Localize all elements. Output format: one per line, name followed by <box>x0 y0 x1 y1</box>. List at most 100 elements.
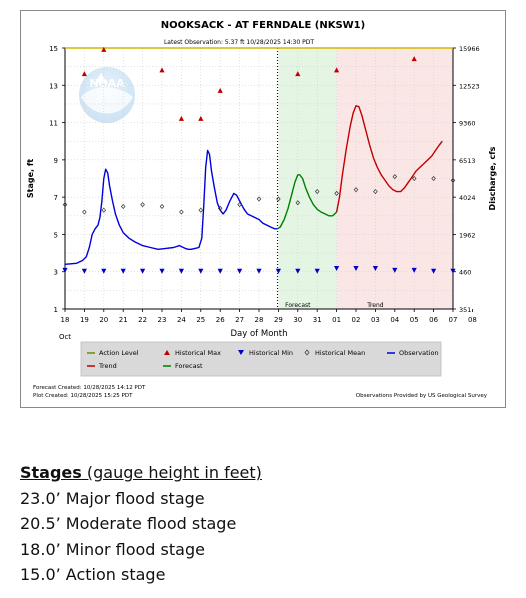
x-tick-label: 02 <box>352 316 361 324</box>
historical-min-marker <box>140 268 146 274</box>
left-axis-title: Stage, ft <box>26 159 35 198</box>
historical-max-marker <box>198 115 204 121</box>
historical-mean-marker <box>159 203 165 209</box>
stage-minor: 18.0’ Minor flood stage <box>20 539 205 559</box>
legend-label: Observation <box>399 349 439 357</box>
x-axis-title: Day of Month <box>230 329 287 339</box>
right-tick-label: 15966 <box>459 45 480 53</box>
historical-min-marker <box>450 268 456 274</box>
x-tick-label: 06 <box>429 316 438 324</box>
left-tick-label: 11 <box>49 120 58 128</box>
x-tick-label: 30 <box>293 316 302 324</box>
historical-mean-marker <box>140 202 145 208</box>
x-tick-label: 26 <box>216 316 225 324</box>
historical-mean-marker <box>314 189 320 195</box>
historical-min-marker <box>159 268 165 274</box>
historical-mean-marker <box>62 202 68 208</box>
historical-mean-marker <box>198 207 204 213</box>
x-tick-label: 24 <box>177 316 186 324</box>
x-tick-label: 04 <box>390 316 399 324</box>
legend-label: Trend <box>98 362 117 370</box>
x-tick-label: 01 <box>332 316 341 324</box>
hydrograph-svg: NOAA 15131197531159661252393606513402419… <box>26 20 497 399</box>
historical-mean-marker <box>120 203 126 209</box>
right-tick-label: 351 <box>459 306 471 314</box>
historical-max-marker <box>159 67 165 73</box>
noaa-logo-text: NOAA <box>89 77 125 90</box>
stages-heading: Stages (gauge height in feet) <box>20 460 500 486</box>
historical-max-marker <box>334 67 340 73</box>
stage-major: 23.0’ Major flood stage <box>20 488 205 508</box>
historical-mean-marker <box>392 174 398 180</box>
historical-mean-marker <box>101 207 107 213</box>
stages-heading-rest: (gauge height in feet) <box>81 463 262 482</box>
x-tick-label: 03 <box>371 316 380 324</box>
x-tick-label: 31 <box>313 316 322 324</box>
historical-min-marker <box>431 268 437 274</box>
x-tick-label: 25 <box>196 316 205 324</box>
historical-min-marker <box>198 268 204 274</box>
x-tick-label: 08 <box>468 316 477 324</box>
legend-box <box>80 341 442 377</box>
legend-symbol-triangle-down <box>238 350 244 355</box>
left-tick-label: 1 <box>54 306 58 314</box>
right-tick-label: 6513 <box>459 157 476 165</box>
x-tick-label: 28 <box>255 316 264 324</box>
right-axis-title: Discharge, cfs <box>488 146 497 210</box>
forecast-region-label: Forecast <box>285 302 311 309</box>
historical-mean-marker <box>217 205 223 211</box>
left-tick-label: 9 <box>54 157 58 165</box>
x-tick-label: 20 <box>99 316 108 324</box>
historical-mean-marker <box>82 209 87 215</box>
x-tick-label: 07 <box>449 316 458 324</box>
historical-mean-marker <box>179 209 184 215</box>
right-tick-label: 4024 <box>459 194 476 202</box>
legend-label: Historical Mean <box>315 349 365 357</box>
latest-observation-label: Latest Observation: 5.37 ft 10/28/2025 1… <box>164 39 314 46</box>
stage-action: 15.0’ Action stage <box>20 565 166 584</box>
x-tick-label: 27 <box>235 316 244 324</box>
historical-min-marker <box>178 268 184 274</box>
historical-mean-marker <box>256 196 262 202</box>
stage-moderate: 20.5’ Moderate flood stage <box>20 514 237 533</box>
historical-min-marker <box>237 268 243 274</box>
historical-mean-marker <box>334 190 339 196</box>
historical-max-marker <box>101 46 107 52</box>
historical-min-marker <box>256 268 262 274</box>
historical-min-marker <box>62 267 68 273</box>
x-tick-label: 21 <box>119 316 128 324</box>
historical-mean-marker <box>276 196 281 202</box>
historical-min-marker <box>392 267 398 273</box>
historical-max-marker <box>217 87 223 93</box>
historical-min-marker <box>353 265 359 271</box>
historical-mean-marker <box>431 175 436 182</box>
historical-min-marker <box>372 265 378 271</box>
plot-created-label: Plot Created: 10/28/2025 15:25 PDT <box>33 393 133 399</box>
historical-mean-marker <box>237 202 242 208</box>
right-tick-label: 12523 <box>459 82 480 90</box>
historical-mean-marker <box>295 200 301 206</box>
legend-symbol-diamond <box>304 349 310 356</box>
x-tick-label: 29 <box>274 316 283 324</box>
left-tick-label: 7 <box>54 194 58 202</box>
historical-mean-marker <box>353 187 359 193</box>
historical-min-marker <box>411 267 417 273</box>
left-tick-label: 5 <box>54 231 58 239</box>
series-line-trend <box>335 105 443 213</box>
historical-min-marker <box>101 268 107 274</box>
usgs-credit-label: Observations Provided by US Geological S… <box>356 393 488 399</box>
left-tick-label: 13 <box>49 82 58 90</box>
legend-symbol-triangle-up <box>164 350 170 355</box>
x-tick-label: 23 <box>158 316 167 324</box>
noaa-logo-watermark: NOAA <box>79 67 135 123</box>
x-tick-label: 19 <box>80 316 89 324</box>
historical-mean-marker <box>411 175 417 182</box>
month-label: Oct <box>59 333 71 341</box>
historical-min-marker <box>120 268 126 274</box>
historical-mean-marker <box>373 189 378 195</box>
x-tick-label: 22 <box>138 316 147 324</box>
historical-min-marker <box>314 268 320 274</box>
stages-heading-bold: Stages <box>20 463 82 482</box>
historical-min-marker <box>295 268 301 274</box>
series-line-forecast <box>277 174 338 230</box>
